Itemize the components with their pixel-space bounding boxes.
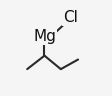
Text: Cl: Cl [63, 10, 78, 25]
Text: Mg: Mg [33, 29, 56, 44]
